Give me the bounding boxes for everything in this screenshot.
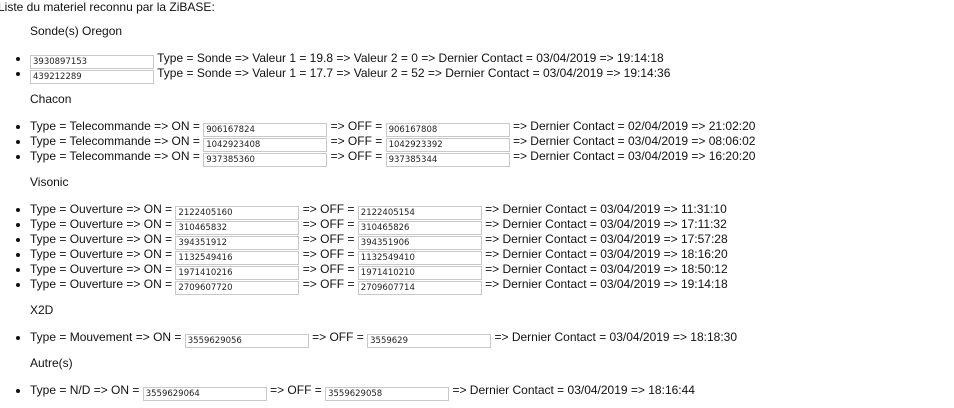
device-type-label: Type = Ouverture => ON =: [30, 217, 173, 231]
off-code-field[interactable]: [385, 123, 510, 137]
list-item: Type = Ouverture => ON = => OFF = => Der…: [30, 232, 954, 250]
device-type-label: Type = Ouverture => ON =: [30, 247, 173, 261]
on-code-field[interactable]: [184, 334, 309, 348]
device-id-field[interactable]: [30, 70, 154, 84]
last-contact: => Dernier Contact = 03/04/2019 => 17:57…: [485, 232, 728, 246]
off-label: => OFF =: [330, 119, 383, 133]
device-info: Type = Sonde => Valeur 1 = 19.8 => Valeu…: [157, 51, 664, 65]
list-item: Type = N/D => ON = => OFF = => Dernier C…: [30, 383, 954, 401]
device-type-label: Type = Mouvement => ON =: [30, 330, 182, 344]
list-item: Type = Ouverture => ON = => OFF = => Der…: [30, 262, 954, 280]
off-label: => OFF =: [312, 330, 364, 344]
last-contact: => Dernier Contact = 03/04/2019 => 11:31…: [485, 202, 727, 216]
off-code-field[interactable]: [357, 221, 482, 235]
page-title: Liste du materiel reconnu par la ZiBASE:: [0, 0, 215, 14]
last-contact: => Dernier Contact = 03/04/2019 => 18:50…: [485, 262, 728, 276]
off-label: => OFF =: [302, 232, 355, 246]
device-type-label: Type = Ouverture => ON =: [30, 262, 173, 276]
last-contact: => Dernier Contact = 03/04/2019 => 16:20…: [512, 149, 756, 163]
on-code-field[interactable]: [203, 138, 328, 152]
device-type-label: Type = Ouverture => ON =: [30, 202, 173, 216]
list-item: Type = Ouverture => ON = => OFF = => Der…: [30, 202, 954, 220]
on-code-field[interactable]: [142, 387, 267, 401]
device-type-label: Type = Telecommande => ON =: [30, 149, 200, 163]
list-item: Type = Telecommande => ON = => OFF = => …: [30, 149, 954, 167]
device-list: Type = Sonde => Valeur 1 = 19.8 => Valeu…: [0, 51, 954, 84]
off-code-field[interactable]: [357, 251, 482, 265]
on-code-field[interactable]: [203, 153, 328, 167]
off-label: => OFF =: [302, 262, 355, 276]
section-heading: Sonde(s) Oregon: [30, 24, 123, 38]
list-item: Type = Telecommande => ON = => OFF = => …: [30, 134, 954, 152]
device-type-label: Type = Telecommande => ON =: [30, 119, 200, 133]
device-type-label: Type = Ouverture => ON =: [30, 232, 173, 246]
last-contact: => Dernier Contact = 02/04/2019 => 21:02…: [512, 119, 756, 133]
on-code-field[interactable]: [175, 251, 300, 265]
on-code-field[interactable]: [175, 221, 300, 235]
off-label: => OFF =: [270, 383, 322, 397]
off-code-field[interactable]: [325, 387, 450, 401]
list-item: Type = Mouvement => ON = => OFF = => Der…: [30, 330, 954, 348]
list-item: Type = Sonde => Valeur 1 = 17.7 => Valeu…: [30, 66, 954, 84]
section-heading: Autre(s): [30, 356, 73, 370]
device-list: Type = N/D => ON = => OFF = => Dernier C…: [0, 383, 954, 401]
last-contact: => Dernier Contact = 03/04/2019 => 19:14…: [485, 277, 728, 291]
list-item: Type = Ouverture => ON = => OFF = => Der…: [30, 217, 954, 235]
off-label: => OFF =: [302, 247, 355, 261]
list-item: Type = Ouverture => ON = => OFF = => Der…: [30, 277, 954, 295]
sections: Sonde(s) Oregon Type = Sonde => Valeur 1…: [0, 24, 954, 401]
on-code-field[interactable]: [175, 206, 300, 220]
off-label: => OFF =: [302, 217, 355, 231]
device-list: Type = Mouvement => ON = => OFF = => Der…: [0, 330, 954, 348]
list-item: Type = Telecommande => ON = => OFF = => …: [30, 119, 954, 137]
section-heading: Chacon: [30, 92, 72, 106]
on-code-field[interactable]: [203, 123, 328, 137]
off-label: => OFF =: [302, 277, 355, 291]
device-type-label: Type = Ouverture => ON =: [30, 277, 173, 291]
off-label: => OFF =: [330, 134, 383, 148]
off-label: => OFF =: [330, 149, 383, 163]
device-type-label: Type = Telecommande => ON =: [30, 134, 200, 148]
off-code-field[interactable]: [357, 206, 482, 220]
device-list: Type = Ouverture => ON = => OFF = => Der…: [0, 202, 954, 295]
off-code-field[interactable]: [367, 334, 492, 348]
last-contact: => Dernier Contact = 03/04/2019 => 18:16…: [485, 247, 728, 261]
on-code-field[interactable]: [175, 236, 300, 250]
off-code-field[interactable]: [385, 153, 510, 167]
list-item: Type = Sonde => Valeur 1 = 19.8 => Valeu…: [30, 51, 954, 69]
on-code-field[interactable]: [175, 281, 300, 295]
off-code-field[interactable]: [385, 138, 510, 152]
device-list: Type = Telecommande => ON = => OFF = => …: [0, 119, 954, 167]
off-label: => OFF =: [302, 202, 355, 216]
list-item: Type = Ouverture => ON = => OFF = => Der…: [30, 247, 954, 265]
section-heading: Visonic: [30, 175, 69, 189]
last-contact: => Dernier Contact = 03/04/2019 => 18:16…: [452, 383, 695, 397]
last-contact: => Dernier Contact = 03/04/2019 => 17:11…: [485, 217, 727, 231]
on-code-field[interactable]: [175, 266, 300, 280]
device-list-page: Liste du materiel reconnu par la ZiBASE:…: [0, 0, 954, 398]
device-id-field[interactable]: [30, 55, 154, 69]
device-type-label: Type = N/D => ON =: [30, 383, 140, 397]
off-code-field[interactable]: [357, 266, 482, 280]
last-contact: => Dernier Contact = 03/04/2019 => 18:18…: [494, 330, 737, 344]
last-contact: => Dernier Contact = 03/04/2019 => 08:06…: [512, 134, 756, 148]
off-code-field[interactable]: [357, 281, 482, 295]
device-info: Type = Sonde => Valeur 1 = 17.7 => Valeu…: [157, 66, 671, 80]
section-heading: X2D: [30, 303, 54, 317]
